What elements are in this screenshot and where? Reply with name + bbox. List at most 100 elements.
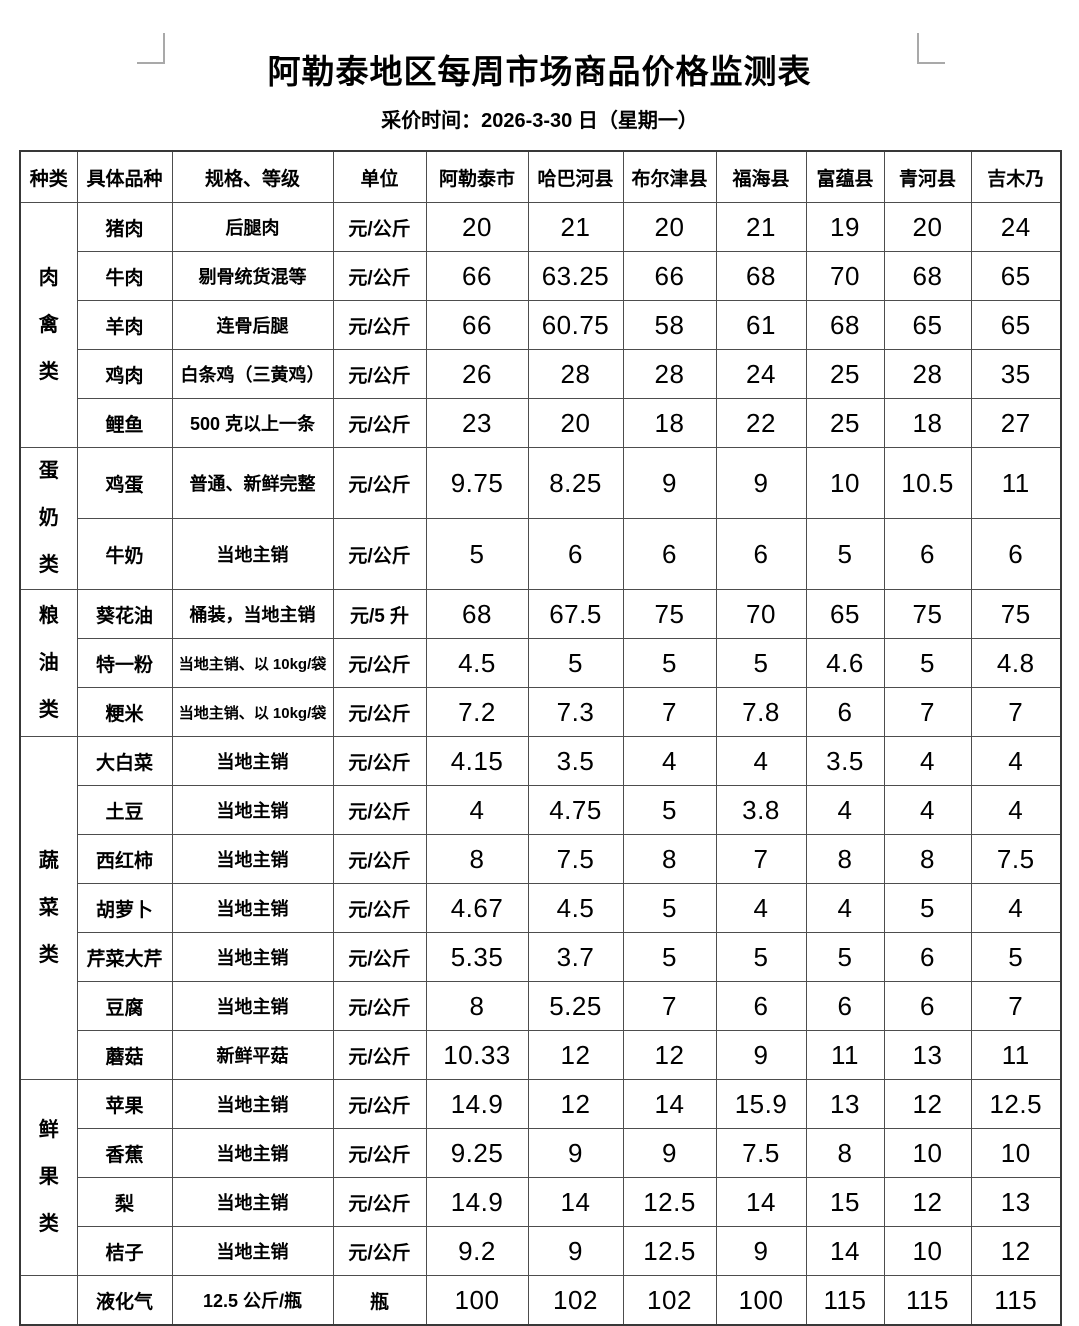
- column-header: 单位: [332, 150, 427, 203]
- price-cell: 20: [425, 202, 529, 252]
- price-cell: 3.7: [527, 932, 624, 982]
- item-cell: 芹菜大芹: [76, 932, 173, 982]
- spec-cell: 新鲜平菇: [171, 1030, 334, 1080]
- price-cell: 115: [883, 1275, 972, 1326]
- price-cell: 9: [715, 1226, 807, 1276]
- column-header: 阿勒泰市: [425, 150, 529, 203]
- unit-cell: 瓶: [332, 1275, 427, 1326]
- unit-cell: 元/公斤: [332, 251, 427, 301]
- price-cell: 65: [970, 300, 1062, 350]
- item-cell: 梨: [76, 1177, 173, 1227]
- unit-cell: 元/公斤: [332, 1128, 427, 1178]
- price-cell: 68: [883, 251, 972, 301]
- spec-cell: 500 克以上一条: [171, 398, 334, 448]
- table-row: 鲤鱼 500 克以上一条 元/公斤 23 20 18 22 25 18 27: [20, 398, 1062, 448]
- column-header: 具体品种: [76, 150, 173, 203]
- price-cell: 68: [715, 251, 807, 301]
- price-cell: 20: [622, 202, 717, 252]
- price-cell: 10.5: [883, 447, 972, 519]
- price-cell: 5: [622, 883, 717, 933]
- table-row: 西红柿 当地主销 元/公斤 8 7.5 8 7 8 8 7.5: [20, 834, 1062, 884]
- price-cell: 102: [622, 1275, 717, 1326]
- price-cell: 20: [883, 202, 972, 252]
- unit-cell: 元/5 升: [332, 589, 427, 639]
- price-cell: 22: [715, 398, 807, 448]
- price-cell: 20: [527, 398, 624, 448]
- price-cell: 13: [970, 1177, 1062, 1227]
- spec-cell: 当地主销: [171, 883, 334, 933]
- price-cell: 6: [883, 932, 972, 982]
- price-cell: 7.3: [527, 687, 624, 737]
- price-cell: 6: [622, 518, 717, 590]
- page-title: 阿勒泰地区每周市场商品价格监测表: [267, 53, 812, 90]
- table-row: 肉禽类 猪肉 后腿肉 元/公斤 20 21 20 21 19 20 24: [19, 202, 1062, 448]
- price-cell: 65: [883, 300, 972, 350]
- price-cell: 4: [715, 883, 807, 933]
- price-cell: 18: [883, 398, 972, 448]
- price-cell: 68: [425, 589, 529, 639]
- price-cell: 66: [425, 300, 529, 350]
- price-cell: 4.6: [805, 638, 885, 688]
- price-cell: 4.75: [527, 785, 624, 835]
- price-cell: 12: [527, 1030, 624, 1080]
- price-cell: 15: [805, 1177, 885, 1227]
- price-cell: 7: [970, 981, 1062, 1031]
- spec-cell: 当地主销: [171, 518, 334, 590]
- unit-cell: 元/公斤: [332, 1226, 427, 1276]
- price-cell: 9.25: [425, 1128, 529, 1178]
- price-cell: 5: [622, 638, 717, 688]
- unit-cell: 元/公斤: [332, 1030, 427, 1080]
- price-cell: 10: [805, 447, 885, 519]
- spec-cell: 当地主销: [171, 834, 334, 884]
- price-cell: 5: [970, 932, 1062, 982]
- price-cell: 12.5: [622, 1177, 717, 1227]
- price-cell: 9: [622, 447, 717, 519]
- unit-cell: 元/公斤: [332, 785, 427, 835]
- price-cell: 5: [527, 638, 624, 688]
- item-cell: 胡萝卜: [76, 883, 173, 933]
- price-cell: 70: [715, 589, 807, 639]
- price-cell: 6: [883, 981, 972, 1031]
- price-cell: 10: [883, 1128, 972, 1178]
- price-cell: 35: [970, 349, 1062, 399]
- price-cell: 19: [805, 202, 885, 252]
- price-cell: 4: [425, 785, 529, 835]
- table-row: 牛奶 当地主销 元/公斤 5 6 6 6 5 6 6: [20, 518, 1062, 590]
- spec-cell: 后腿肉: [171, 202, 334, 252]
- price-cell: 7: [622, 981, 717, 1031]
- table-row: 蔬菜类 大白菜 当地主销 元/公斤 4.15 3.5 4 4 3.5 4 4: [19, 736, 1062, 1080]
- price-cell: 65: [970, 251, 1062, 301]
- price-cell: 27: [970, 398, 1062, 448]
- item-cell: 土豆: [76, 785, 173, 835]
- price-cell: 4: [970, 785, 1062, 835]
- price-cell: 10.33: [425, 1030, 529, 1080]
- price-cell: 15.9: [715, 1079, 807, 1129]
- unit-cell: 元/公斤: [332, 349, 427, 399]
- price-cell: 5: [622, 785, 717, 835]
- price-cell: 7: [883, 687, 972, 737]
- price-cell: 26: [425, 349, 529, 399]
- column-header: 种类: [19, 150, 78, 203]
- table-row: 蛋奶类 鸡蛋 普通、新鲜完整 元/公斤 9.75 8.25 9 9 10 10.5 11: [19, 447, 1062, 590]
- price-cell: 66: [622, 251, 717, 301]
- price-cell: 13: [883, 1030, 972, 1080]
- table-row: 鸡肉 白条鸡（三黄鸡） 元/公斤 26 28 28 24 25 28 35: [20, 349, 1062, 399]
- item-cell: 猪肉: [76, 202, 173, 252]
- item-cell: 羊肉: [76, 300, 173, 350]
- price-table: 种类 具体品种 规格、等级 单位 阿勒泰市 哈巴河县 布尔津县 福海县 富蕴县 青河县 吉木乃 肉禽…: [19, 150, 1062, 1326]
- price-cell: 28: [883, 349, 972, 399]
- item-cell: 蘑菇: [76, 1030, 173, 1080]
- price-cell: 6: [970, 518, 1062, 590]
- price-cell: 61: [715, 300, 807, 350]
- table-row: 液化气 12.5 公斤/瓶瓶 100 102 102 100 115 115 115: [19, 1275, 1062, 1326]
- item-cell: 鸡蛋: [76, 447, 173, 519]
- price-cell: 102: [527, 1275, 624, 1326]
- item-cell: 鲤鱼: [76, 398, 173, 448]
- price-cell: 4.5: [425, 638, 529, 688]
- item-cell: 粳米: [76, 687, 173, 737]
- price-cell: 115: [805, 1275, 885, 1326]
- column-header: 吉木乃: [970, 150, 1062, 203]
- price-cell: 65: [805, 589, 885, 639]
- price-cell: 4: [622, 736, 717, 786]
- price-cell: 3.5: [527, 736, 624, 786]
